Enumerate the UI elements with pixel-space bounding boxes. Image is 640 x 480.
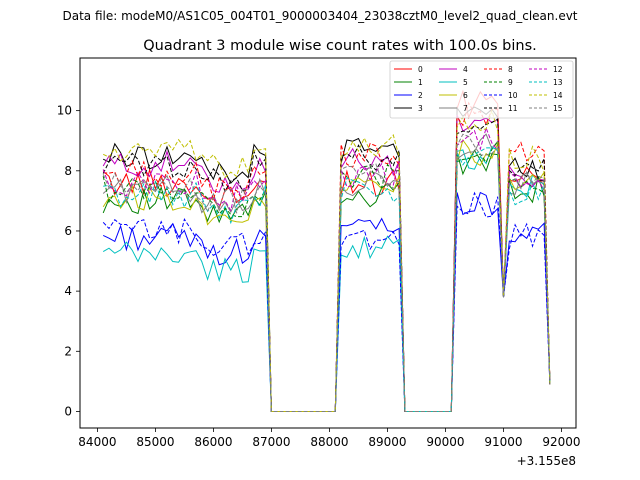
legend-label-6: 6 [463,91,468,100]
series-line-9 [102,140,551,412]
legend-label-7: 7 [463,104,468,113]
x-axis: 84000 85000 86000 87000 88000 89000 90000 91000… [78,428,581,449]
legend-label-13: 13 [553,78,563,87]
chart-title: Quadrant 3 module wise count rates with … [143,38,537,54]
legend-label-15: 15 [553,104,563,113]
x-tick-label: 86000 [194,435,232,449]
x-tick-label: 91000 [484,435,522,449]
legend-label-0: 0 [418,65,423,74]
x-tick-label: 89000 [368,435,406,449]
x-offset-label: +3.155e8 [517,454,576,468]
y-tick-label: 4 [64,284,72,298]
y-tick-label: 2 [64,344,72,358]
x-tick-label: 88000 [310,435,348,449]
legend-label-12: 12 [553,65,563,74]
legend-label-10: 10 [508,91,518,100]
legend-label-9: 9 [508,78,513,87]
x-tick-label: 85000 [136,435,174,449]
legend-label-5: 5 [463,78,468,87]
legend-label-3: 3 [418,104,423,113]
figure-suptitle: Data file: modeM0/AS1C05_004T01_90000034… [62,9,577,23]
x-tick-label: 87000 [252,435,290,449]
legend-frame [389,60,574,119]
legend-label-1: 1 [418,78,423,87]
y-tick-label: 0 [64,404,72,418]
legend-label-14: 14 [553,91,563,100]
plot-frame [79,57,577,429]
x-tick-label: 84000 [78,435,116,449]
x-tick-label: 92000 [542,435,580,449]
legend-label-11: 11 [508,104,518,113]
legend-label-4: 4 [463,65,468,74]
y-tick-label: 10 [57,104,72,118]
legend-label-8: 8 [508,65,513,74]
y-axis: 0 2 4 6 8 10 [57,104,80,418]
x-tick-label: 90000 [426,435,464,449]
y-tick-label: 8 [64,164,72,178]
series-line-15 [102,133,551,412]
y-tick-label: 6 [64,224,72,238]
legend-label-2: 2 [418,91,423,100]
plot-lines [102,89,551,412]
